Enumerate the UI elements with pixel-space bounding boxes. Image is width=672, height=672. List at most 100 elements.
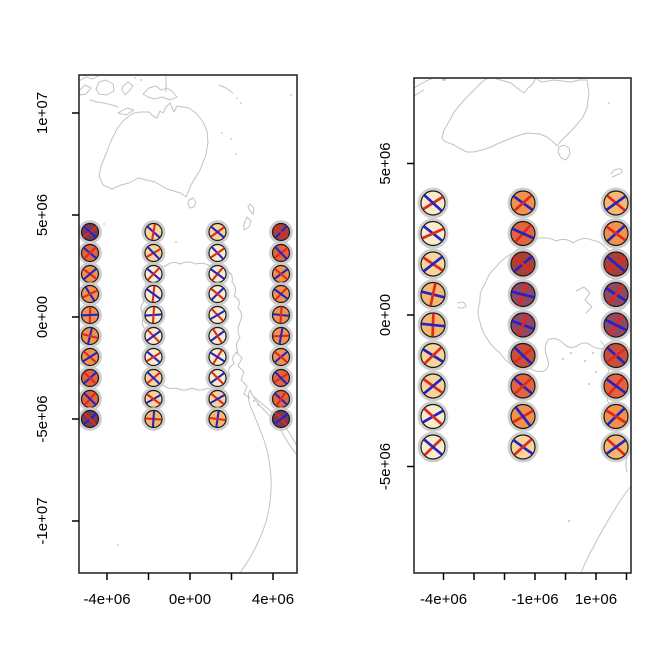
map-symbol bbox=[269, 345, 293, 369]
symbol-blue-line bbox=[81, 313, 99, 317]
symbol-blue-line bbox=[146, 288, 161, 300]
symbol-red-line bbox=[513, 376, 533, 396]
coast-amery-inlets bbox=[575, 286, 593, 314]
map-symbol bbox=[78, 387, 102, 411]
x-tick-label: -4e+06 bbox=[420, 591, 467, 608]
coast-asia-corner bbox=[79, 75, 99, 82]
map-symbol bbox=[417, 279, 449, 310]
symbol-halo bbox=[507, 187, 539, 219]
symbol-red-line bbox=[605, 347, 627, 364]
coast-speck bbox=[588, 383, 590, 385]
symbol-blue-line bbox=[604, 318, 628, 332]
symbol-halo bbox=[507, 248, 539, 280]
coast-solomons bbox=[218, 84, 234, 94]
symbol-blue-line bbox=[605, 439, 627, 455]
coast-speck bbox=[584, 360, 586, 362]
symbol-halo bbox=[417, 340, 449, 371]
map-symbol bbox=[269, 324, 293, 348]
map-symbol bbox=[141, 345, 166, 369]
symbol-red-line bbox=[274, 225, 288, 239]
map-symbol bbox=[78, 345, 102, 369]
left-symbols bbox=[78, 220, 293, 431]
coast-sumatra bbox=[79, 84, 92, 96]
symbol-red-line bbox=[605, 225, 627, 242]
left-coastlines bbox=[79, 75, 297, 573]
map-symbol bbox=[205, 387, 230, 411]
symbol-halo bbox=[507, 309, 539, 341]
symbol-red-line bbox=[212, 328, 223, 344]
map-symbol bbox=[78, 407, 102, 431]
map-symbol bbox=[141, 241, 166, 265]
map-symbol bbox=[141, 366, 166, 390]
map-symbol bbox=[78, 324, 102, 348]
symbol-red-line bbox=[516, 313, 530, 337]
y-tick-label: -5e+06 bbox=[377, 443, 394, 490]
map-symbol bbox=[600, 279, 632, 310]
map-symbol bbox=[417, 248, 449, 280]
symbol-halo bbox=[507, 340, 539, 371]
symbol-blue-line bbox=[514, 406, 532, 427]
symbol-blue-line bbox=[146, 371, 161, 385]
coast-new-guinea bbox=[142, 85, 178, 101]
map-symbol bbox=[600, 309, 632, 341]
map-symbol bbox=[507, 340, 539, 371]
map-symbol bbox=[78, 366, 102, 390]
symbol-blue-line bbox=[151, 410, 156, 428]
map-symbol bbox=[507, 431, 539, 463]
map-symbol bbox=[507, 370, 539, 402]
map-symbol bbox=[600, 248, 632, 280]
map-symbol bbox=[417, 431, 449, 463]
left-axes: -4e+06 0e+00 4e+06 1e+07 5e+06 0e+00 -5e+06 -1e… bbox=[34, 92, 294, 608]
symbol-red-line bbox=[83, 246, 97, 260]
right-panel-border bbox=[413, 77, 632, 574]
coast-nz-south bbox=[243, 216, 252, 231]
symbol-red-line bbox=[274, 350, 288, 364]
map-symbol bbox=[141, 262, 166, 286]
symbol-halo bbox=[600, 431, 632, 463]
coast-indonesia-line2 bbox=[414, 89, 425, 97]
map-symbol bbox=[78, 303, 102, 327]
coast-timor bbox=[117, 107, 135, 116]
symbol-blue-line bbox=[210, 225, 225, 239]
symbol-blue-line bbox=[511, 227, 535, 240]
symbol-blue-line bbox=[423, 194, 443, 212]
x-tick-label: 0e+00 bbox=[169, 591, 211, 608]
symbol-blue-line bbox=[83, 225, 97, 239]
coast-australia bbox=[98, 102, 209, 198]
coast-nz-right bbox=[610, 168, 623, 178]
symbol-blue-line bbox=[82, 351, 98, 363]
symbol-red-line bbox=[82, 289, 98, 299]
map-symbol bbox=[507, 248, 539, 280]
symbol-halo bbox=[417, 431, 449, 463]
symbol-blue-line bbox=[606, 255, 626, 273]
map-symbol bbox=[205, 303, 230, 327]
right-map-panel: -4e+06 -1e+06 1e+06 5e+06 0e+00 -5e+06 bbox=[377, 77, 632, 608]
symbol-halo bbox=[417, 248, 449, 280]
map-symbol bbox=[269, 366, 293, 390]
map-symbol bbox=[205, 407, 230, 431]
symbol-blue-line bbox=[511, 290, 535, 299]
symbol-blue-line bbox=[273, 413, 289, 425]
map-symbol bbox=[205, 282, 230, 306]
coast-speck bbox=[568, 520, 570, 522]
symbol-blue-line bbox=[83, 392, 97, 406]
symbol-halo bbox=[507, 279, 539, 310]
symbol-red-line bbox=[423, 346, 443, 365]
coast-australia-right bbox=[441, 78, 590, 153]
map-symbol bbox=[78, 262, 102, 286]
coast-speck bbox=[134, 77, 136, 79]
y-tick-label: 1e+07 bbox=[34, 92, 51, 134]
symbol-blue-line bbox=[423, 377, 443, 395]
coast-speck bbox=[236, 97, 238, 99]
symbol-red-line bbox=[145, 351, 162, 363]
map-symbol bbox=[269, 220, 293, 244]
symbol-red-line bbox=[279, 306, 283, 324]
symbol-halo bbox=[600, 370, 632, 402]
map-symbol bbox=[507, 309, 539, 341]
coast-speck bbox=[570, 352, 572, 354]
symbol-blue-line bbox=[423, 438, 443, 456]
map-symbol bbox=[600, 187, 632, 219]
left-panel-border bbox=[78, 74, 298, 574]
symbol-red-line bbox=[83, 412, 97, 426]
